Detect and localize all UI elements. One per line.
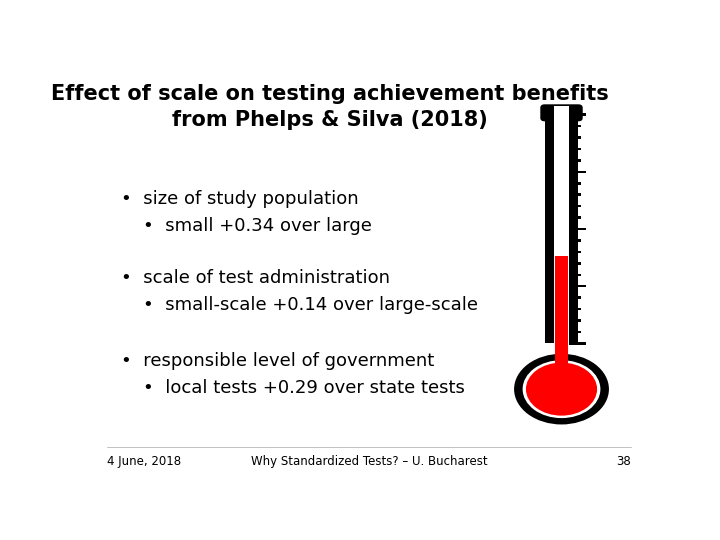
Text: Why Standardized Tests? – U. Bucharest: Why Standardized Tests? – U. Bucharest bbox=[251, 455, 487, 468]
Bar bbox=[569, 251, 581, 253]
Bar bbox=[569, 125, 581, 127]
Bar bbox=[569, 319, 581, 322]
Bar bbox=[569, 113, 585, 116]
Circle shape bbox=[514, 354, 609, 424]
Bar bbox=[569, 205, 581, 207]
Text: •  local tests +0.29 over state tests: • local tests +0.29 over state tests bbox=[143, 379, 465, 397]
Bar bbox=[569, 217, 581, 219]
Text: 4 June, 2018: 4 June, 2018 bbox=[107, 455, 181, 468]
Bar bbox=[569, 136, 581, 139]
Text: •  small-scale +0.14 over large-scale: • small-scale +0.14 over large-scale bbox=[143, 295, 478, 314]
Bar bbox=[569, 274, 581, 276]
Circle shape bbox=[523, 360, 600, 418]
Text: Effect of scale on testing achievement benefits
from Phelps & Silva (2018): Effect of scale on testing achievement b… bbox=[51, 84, 609, 130]
Bar bbox=[569, 342, 585, 345]
Bar bbox=[569, 159, 581, 161]
Bar bbox=[569, 330, 581, 333]
FancyBboxPatch shape bbox=[540, 104, 582, 122]
Text: •  responsible level of government: • responsible level of government bbox=[121, 352, 434, 370]
Bar bbox=[569, 262, 581, 265]
Bar bbox=[569, 171, 585, 173]
Bar bbox=[569, 228, 585, 230]
Bar bbox=[569, 193, 581, 196]
Text: •  scale of test administration: • scale of test administration bbox=[121, 268, 390, 287]
Bar bbox=[569, 296, 581, 299]
Bar bbox=[545, 114, 578, 343]
Bar bbox=[569, 148, 581, 150]
Text: •  small +0.34 over large: • small +0.34 over large bbox=[143, 217, 372, 234]
Text: 38: 38 bbox=[616, 455, 631, 468]
Text: •  size of study population: • size of study population bbox=[121, 190, 359, 207]
Bar bbox=[569, 308, 581, 310]
Bar bbox=[554, 106, 569, 346]
Bar bbox=[555, 341, 567, 389]
Bar bbox=[569, 182, 581, 185]
Bar bbox=[569, 239, 581, 242]
Bar bbox=[569, 285, 585, 287]
Circle shape bbox=[526, 363, 597, 416]
Bar bbox=[555, 256, 567, 343]
